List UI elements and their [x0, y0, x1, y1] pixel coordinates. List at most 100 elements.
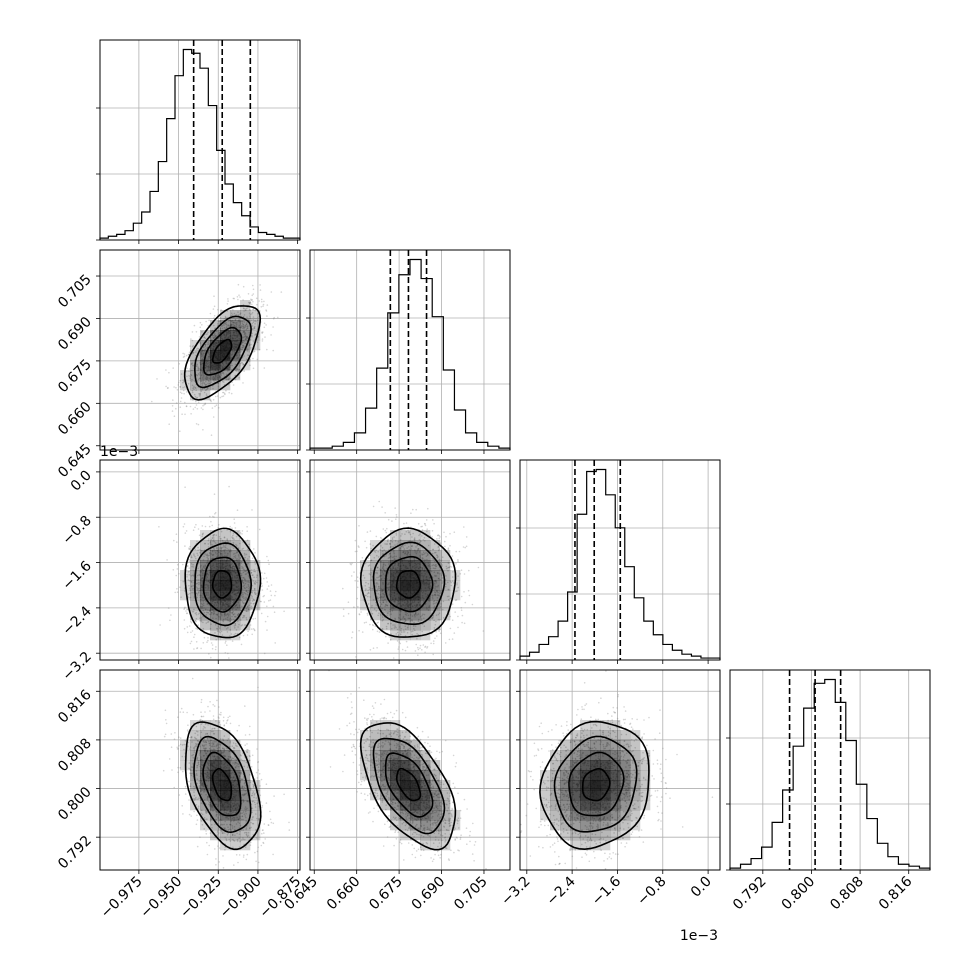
sample-point — [358, 613, 361, 616]
sample-point — [248, 343, 251, 345]
sample-point — [192, 529, 195, 531]
sample-point — [242, 341, 244, 344]
sample-point — [234, 552, 236, 555]
sample-point — [391, 520, 393, 522]
sample-point — [242, 346, 245, 349]
sample-point — [461, 614, 464, 617]
sample-point — [187, 593, 190, 596]
sample-point — [244, 570, 246, 572]
sample-point — [245, 358, 248, 361]
sample-point — [253, 325, 256, 328]
sample-point — [217, 323, 219, 325]
sample-point — [241, 605, 243, 608]
sample-point — [208, 613, 211, 616]
sample-point — [247, 630, 249, 633]
sample-point — [265, 310, 268, 312]
sample-point — [243, 577, 245, 579]
sample-point — [234, 369, 237, 372]
sample-point — [467, 589, 470, 592]
sample-point — [241, 567, 243, 570]
sample-point — [196, 374, 198, 376]
sample-point — [403, 522, 405, 525]
sample-point — [364, 540, 366, 543]
sample-point — [262, 331, 264, 333]
sample-point — [183, 607, 186, 609]
sample-point — [191, 378, 193, 381]
sample-point — [223, 536, 226, 539]
hist-panel-0 — [96, 39, 301, 241]
sample-point — [219, 627, 221, 629]
sample-point — [235, 629, 238, 631]
sample-point — [196, 647, 199, 649]
sample-point — [242, 339, 244, 342]
sample-point — [201, 533, 204, 536]
sample-point — [241, 596, 244, 599]
sample-point — [186, 391, 188, 393]
sample-point — [221, 324, 223, 327]
sample-point — [191, 369, 193, 372]
sample-point — [206, 556, 208, 558]
sample-point — [215, 613, 217, 616]
sample-point — [188, 351, 191, 354]
sample-point — [191, 339, 194, 342]
sample-point — [248, 344, 251, 347]
sample-point — [202, 604, 205, 607]
sample-point — [253, 582, 256, 584]
sample-point — [200, 606, 203, 608]
sample-point — [191, 384, 194, 387]
sample-point — [401, 648, 404, 651]
sample-point — [205, 611, 208, 614]
sample-point — [244, 580, 247, 582]
sample-point — [213, 612, 216, 615]
sample-point — [356, 576, 359, 578]
sample-point — [242, 330, 245, 333]
sample-point — [251, 633, 253, 636]
density-cell — [200, 370, 211, 381]
sample-point — [251, 592, 253, 594]
density-cell — [230, 370, 241, 381]
sample-point — [243, 321, 246, 323]
sample-point — [211, 407, 214, 409]
sample-point — [244, 582, 247, 585]
sample-point — [213, 315, 216, 317]
sample-point — [236, 368, 239, 370]
sample-point — [213, 380, 215, 382]
sample-point — [254, 348, 256, 350]
sample-point — [229, 620, 231, 623]
sample-point — [398, 641, 401, 643]
sample-point — [206, 641, 208, 643]
sample-point — [196, 408, 199, 410]
sample-point — [200, 550, 203, 552]
sample-point — [252, 293, 255, 295]
sample-point — [399, 642, 402, 645]
sample-point — [415, 508, 418, 511]
sample-point — [197, 367, 200, 369]
sample-point — [245, 322, 248, 324]
sample-point — [410, 512, 412, 514]
sample-point — [253, 629, 256, 631]
sample-point — [272, 317, 275, 320]
sample-point — [252, 367, 255, 370]
sample-point — [369, 649, 372, 651]
sample-point — [188, 570, 190, 573]
sample-point — [241, 588, 244, 590]
sample-point — [265, 309, 267, 311]
sample-point — [245, 596, 247, 599]
sample-point — [217, 625, 220, 628]
sample-point — [261, 340, 264, 342]
sample-point — [218, 664, 220, 666]
sample-point — [199, 321, 202, 324]
sample-point — [395, 516, 398, 518]
sample-point — [378, 500, 381, 503]
sample-point — [175, 407, 177, 410]
sample-point — [191, 363, 193, 365]
sample-point — [204, 344, 207, 346]
sample-point — [202, 602, 205, 605]
sample-point — [209, 540, 212, 543]
sample-point — [250, 572, 252, 574]
sample-point — [248, 331, 251, 334]
sample-point — [198, 590, 200, 592]
sample-point — [482, 630, 485, 632]
sample-point — [244, 592, 247, 595]
sample-point — [213, 305, 216, 308]
